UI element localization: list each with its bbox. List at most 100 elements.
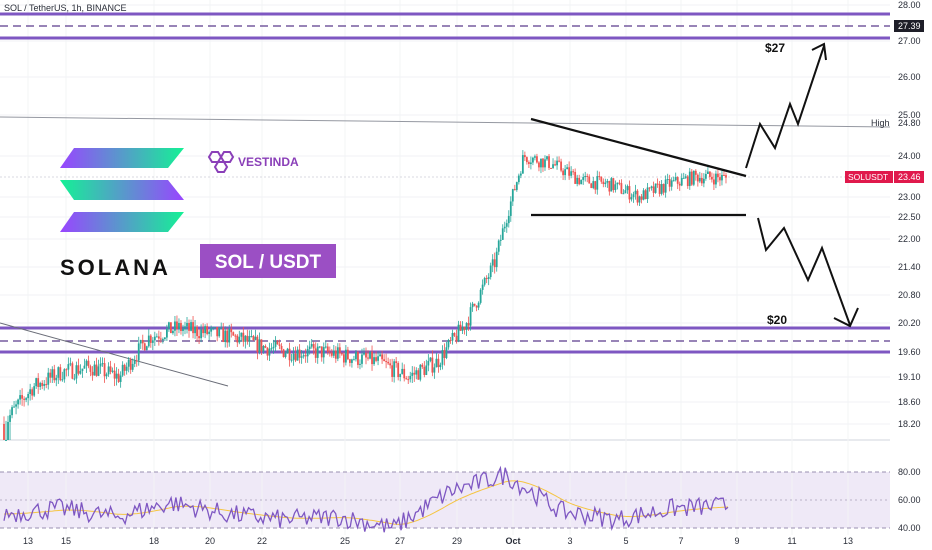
- candle-body: [469, 307, 472, 326]
- candle-body: [477, 302, 480, 308]
- candle-body: [664, 179, 667, 193]
- candle-body: [590, 183, 593, 188]
- candle-body: [200, 329, 202, 339]
- price-tick-label: 21.40: [898, 262, 921, 272]
- candle-body: [347, 349, 349, 360]
- candle-body: [344, 349, 347, 363]
- candle-body: [73, 378, 76, 380]
- candle-body: [240, 332, 243, 337]
- time-axis[interactable]: 13 15 18 20 22 25 27 29 Oct 3 5 7 9 11 13: [23, 536, 853, 546]
- candle-body: [662, 184, 665, 193]
- candle-body: [580, 179, 583, 185]
- candle-body: [536, 156, 538, 163]
- candle-body: [415, 370, 418, 375]
- candle-body: [485, 278, 488, 280]
- vertical-grid: [27, 0, 849, 535]
- candle-body: [632, 194, 635, 198]
- candle-body: [322, 347, 325, 358]
- candle-body: [369, 351, 371, 359]
- candle-body: [612, 178, 615, 191]
- candle-body: [284, 353, 287, 358]
- candle-body: [371, 351, 373, 365]
- candle-body: [83, 365, 86, 369]
- rsi-line: [3, 465, 729, 533]
- time-tick-label: 7: [678, 536, 683, 546]
- candle-body: [349, 359, 351, 363]
- candle-body: [381, 354, 383, 360]
- rsi-axis: 80.00 60.00 40.00: [898, 467, 921, 533]
- candle-body: [610, 178, 613, 192]
- candle-body: [9, 415, 11, 422]
- candle-body: [45, 384, 48, 386]
- candle-body: [214, 327, 217, 329]
- candle-body: [660, 184, 663, 194]
- price-tick-label: 20.80: [898, 290, 921, 300]
- candle-body: [463, 327, 466, 330]
- candle-body: [548, 156, 550, 168]
- candle-body: [650, 186, 653, 188]
- candle-body: [294, 353, 297, 361]
- candle-body: [425, 365, 428, 375]
- candle-body: [190, 322, 192, 331]
- candle-body: [594, 181, 597, 190]
- candle-body: [493, 259, 496, 268]
- candle-body: [715, 173, 717, 185]
- candle-body: [634, 190, 637, 195]
- price-tick-label: 22.50: [898, 212, 921, 222]
- candle-body: [698, 177, 701, 182]
- candle-body: [431, 357, 434, 373]
- candle-body: [174, 321, 176, 331]
- candle-body: [248, 336, 251, 342]
- candle-body: [654, 183, 657, 193]
- candle-body: [499, 239, 502, 241]
- candle-body: [570, 171, 573, 176]
- candle-body: [433, 367, 436, 373]
- candle-body: [696, 174, 699, 182]
- candle-body: [304, 355, 307, 357]
- candle-body: [642, 190, 645, 200]
- candle-body: [324, 346, 327, 348]
- candle-body: [15, 404, 17, 407]
- candle-body: [31, 389, 34, 396]
- candle-body: [614, 184, 617, 191]
- candle-body: [473, 303, 476, 306]
- price-axis[interactable]: 28.00 27.00 26.00 25.00 24.00 23.00 22.50 22.00…: [898, 0, 921, 429]
- candle-body: [652, 186, 655, 193]
- candle-body: [67, 364, 70, 370]
- candle-body: [131, 363, 134, 370]
- candle-body: [379, 354, 381, 357]
- candle-body: [163, 337, 166, 340]
- candle-body: [387, 361, 390, 364]
- candle-body: [274, 341, 277, 347]
- candle-body: [63, 369, 66, 380]
- candle-body: [441, 350, 444, 365]
- candle-body: [49, 372, 52, 378]
- time-tick-label: Oct: [505, 536, 520, 546]
- candle-body: [684, 176, 687, 178]
- candle-body: [135, 360, 138, 362]
- candle-body: [117, 373, 120, 382]
- candle-body: [159, 338, 162, 340]
- price-tick-label: 18.20: [898, 419, 921, 429]
- candle-body: [145, 346, 148, 351]
- candle-body: [596, 176, 599, 190]
- price-tick-label: 23.00: [898, 192, 921, 202]
- candle-body: [103, 363, 106, 377]
- candle-body: [312, 344, 315, 349]
- resistance-mid-value: 27.39: [898, 21, 921, 31]
- candle-body: [218, 328, 221, 337]
- candle-body: [262, 345, 265, 352]
- high-line: [0, 116, 891, 128]
- candle-body: [41, 382, 44, 386]
- symbol-header: SOL / TetherUS, 1h, BINANCE: [4, 3, 127, 13]
- candle-body: [501, 228, 504, 240]
- candle-body: [467, 323, 470, 326]
- price-tick-label: 28.00: [898, 0, 921, 10]
- candle-body: [123, 364, 126, 371]
- candle-body: [254, 336, 257, 340]
- candle-body: [658, 184, 661, 194]
- candle-body: [602, 181, 605, 185]
- candle-body: [188, 322, 190, 331]
- candle-body: [137, 343, 140, 361]
